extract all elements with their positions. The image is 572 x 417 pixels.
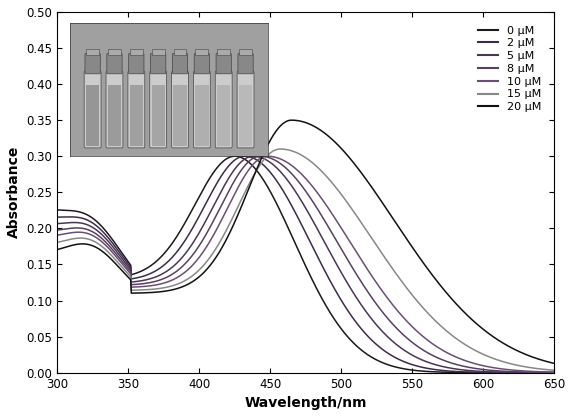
5 μM <box>482 369 489 374</box>
2 μM <box>371 340 378 345</box>
15 μM <box>431 318 438 323</box>
20 μM <box>85 242 92 247</box>
2 μM <box>54 215 61 220</box>
15 μM <box>85 236 92 241</box>
8 μM <box>431 354 438 359</box>
2 μM <box>431 367 438 372</box>
0 μM <box>431 369 438 374</box>
0 μM <box>371 356 378 361</box>
2 μM <box>356 324 363 329</box>
Line: 20 μM: 20 μM <box>57 120 554 363</box>
10 μM <box>371 277 378 282</box>
15 μM <box>277 146 284 151</box>
8 μM <box>54 228 61 233</box>
20 μM <box>550 361 557 366</box>
20 μM <box>288 118 295 123</box>
15 μM <box>371 240 378 245</box>
0 μM <box>356 346 363 351</box>
15 μM <box>482 353 489 358</box>
15 μM <box>343 199 350 204</box>
2 μM <box>85 218 92 223</box>
20 μM <box>54 247 61 252</box>
20 μM <box>482 329 489 334</box>
0 μM <box>482 370 489 375</box>
5 μM <box>250 154 257 159</box>
5 μM <box>431 362 438 367</box>
10 μM <box>85 231 92 236</box>
Y-axis label: Absorbance: Absorbance <box>7 146 21 239</box>
8 μM <box>343 255 350 260</box>
5 μM <box>550 370 557 375</box>
5 μM <box>356 300 363 305</box>
8 μM <box>371 299 378 304</box>
10 μM <box>356 254 363 259</box>
2 μM <box>482 370 489 375</box>
15 μM <box>550 368 557 373</box>
Line: 0 μM: 0 μM <box>57 156 554 373</box>
10 μM <box>431 343 438 348</box>
5 μM <box>85 222 92 227</box>
20 μM <box>343 152 350 157</box>
Line: 5 μM: 5 μM <box>57 156 554 373</box>
0 μM <box>343 333 350 338</box>
15 μM <box>356 217 363 222</box>
8 μM <box>85 227 92 232</box>
Line: 15 μM: 15 μM <box>57 149 554 370</box>
10 μM <box>343 234 350 239</box>
5 μM <box>54 221 61 226</box>
X-axis label: Wavelength/nm: Wavelength/nm <box>244 396 367 410</box>
8 μM <box>257 154 264 159</box>
Line: 10 μM: 10 μM <box>57 156 554 372</box>
10 μM <box>482 364 489 369</box>
8 μM <box>550 370 557 375</box>
10 μM <box>550 369 557 374</box>
0 μM <box>54 207 61 212</box>
Line: 8 μM: 8 μM <box>57 156 554 372</box>
Legend: 0 μM, 2 μM, 5 μM, 8 μM, 10 μM, 15 μM, 20 μM: 0 μM, 2 μM, 5 μM, 8 μM, 10 μM, 15 μM, 20… <box>474 21 546 117</box>
2 μM <box>343 306 350 311</box>
5 μM <box>371 320 378 325</box>
0 μM <box>85 213 92 218</box>
2 μM <box>550 370 557 375</box>
8 μM <box>482 367 489 372</box>
20 μM <box>356 168 363 173</box>
8 μM <box>356 276 363 281</box>
5 μM <box>343 279 350 284</box>
10 μM <box>54 233 61 238</box>
0 μM <box>231 154 238 159</box>
0 μM <box>550 370 557 375</box>
10 μM <box>264 154 271 159</box>
20 μM <box>371 188 378 193</box>
20 μM <box>431 276 438 281</box>
Line: 2 μM: 2 μM <box>57 156 554 373</box>
2 μM <box>241 154 248 159</box>
15 μM <box>54 240 61 245</box>
